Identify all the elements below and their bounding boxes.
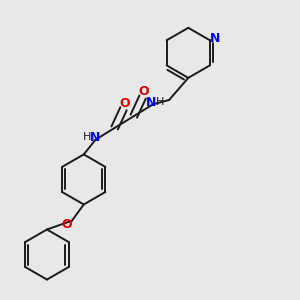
- Text: N: N: [90, 131, 101, 144]
- Text: N: N: [146, 95, 157, 109]
- Text: N: N: [210, 32, 220, 45]
- Text: H: H: [156, 97, 164, 107]
- Text: H: H: [82, 132, 91, 142]
- Text: O: O: [139, 85, 149, 98]
- Text: O: O: [120, 97, 130, 110]
- Text: O: O: [61, 218, 72, 231]
